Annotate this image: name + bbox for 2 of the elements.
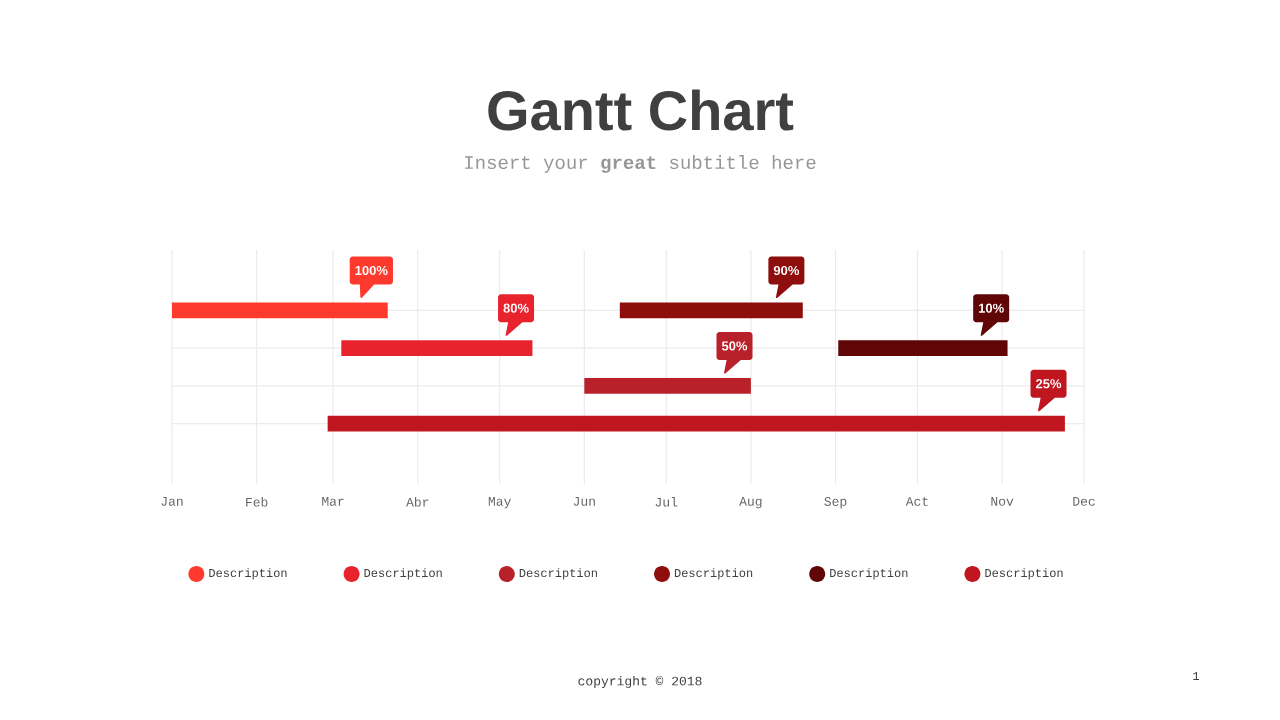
chart-title: Gantt Chart	[488, 89, 794, 131]
chart-subtitle: Insert your great subtitle here	[465, 155, 816, 173]
